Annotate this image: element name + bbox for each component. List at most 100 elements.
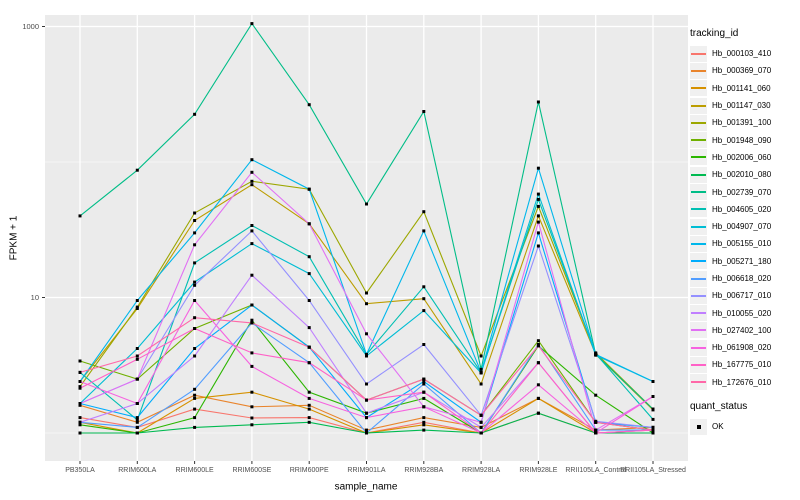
data-point	[365, 352, 368, 356]
x-tick-label-RRII105LA_Stressed: RRII105LA_Stressed	[620, 467, 686, 474]
legend-entry-Hb_002006_060: Hb_002006_060	[690, 149, 798, 166]
legend-key-line	[691, 260, 706, 263]
y-tick-label-1000: 1000	[22, 22, 39, 31]
data-point	[193, 211, 197, 215]
data-point	[78, 385, 82, 389]
legend-label: Hb_004907_070	[712, 222, 772, 232]
legend-entry-quant-ok: OK	[690, 418, 798, 435]
data-point	[479, 431, 483, 435]
data-point	[422, 396, 426, 400]
data-point	[651, 407, 655, 411]
legend-key-icon	[690, 97, 707, 114]
quant-ok-label: OK	[712, 422, 724, 432]
legend-key-icon	[690, 270, 707, 287]
data-point	[479, 413, 483, 417]
data-point	[307, 403, 311, 407]
legend-key-line	[691, 156, 706, 159]
legend-key-icon	[690, 374, 707, 391]
data-point	[536, 214, 540, 218]
data-point	[193, 261, 197, 265]
data-point	[365, 291, 368, 295]
legend-key-icon	[690, 339, 707, 356]
legend-entry-Hb_005271_180: Hb_005271_180	[690, 253, 798, 270]
data-point	[250, 321, 254, 325]
legend-entry-Hb_004907_070: Hb_004907_070	[690, 218, 798, 235]
legend-key-icon	[690, 322, 707, 339]
data-point	[422, 343, 426, 346]
data-point	[307, 416, 311, 420]
data-point	[422, 423, 426, 427]
data-point	[250, 273, 254, 277]
data-point	[135, 305, 139, 309]
data-point	[307, 222, 311, 226]
legend: tracking_id Hb_000103_410 Hb_000369_070 Hb…	[690, 28, 798, 435]
legend-entry-Hb_172676_010: Hb_172676_010	[690, 374, 798, 391]
legend-key-icon	[690, 305, 707, 322]
legend-label: Hb_001391_100	[712, 118, 772, 128]
data-point	[422, 297, 426, 301]
data-point	[479, 367, 483, 371]
data-point	[193, 219, 197, 222]
legend-key-line	[691, 242, 706, 245]
data-point	[365, 411, 368, 415]
legend-entry-Hb_001948_090: Hb_001948_090	[690, 131, 798, 149]
data-point	[307, 187, 311, 191]
data-point	[536, 396, 540, 400]
legend-entry-Hb_001147_030: Hb_001147_030	[690, 97, 798, 114]
legend-label: Hb_006717_010	[712, 291, 772, 301]
data-point	[250, 303, 254, 307]
data-point	[536, 204, 540, 208]
data-point	[193, 316, 197, 320]
data-point	[78, 214, 82, 218]
quant-ok-key	[690, 418, 707, 435]
data-point	[536, 383, 540, 387]
data-point	[307, 345, 311, 349]
x-tick-label-RRIM600SE: RRIM600SE	[232, 467, 271, 474]
data-point	[135, 299, 139, 302]
legend-key-line	[691, 139, 706, 142]
data-point	[193, 354, 197, 358]
data-point	[365, 302, 368, 306]
data-point	[365, 332, 368, 336]
data-point	[651, 428, 655, 432]
legend-entry-Hb_005155_010: Hb_005155_010	[690, 235, 798, 252]
data-point	[594, 428, 598, 432]
x-tick-label-RRIM928LE: RRIM928LE	[519, 467, 557, 474]
x-axis-title: sample_name	[334, 481, 398, 493]
legend-label: Hb_000369_070	[712, 66, 772, 76]
data-point	[307, 396, 311, 400]
legend-key-line	[691, 87, 706, 90]
legend-key-icon	[690, 166, 707, 183]
data-point	[479, 420, 483, 424]
data-point	[536, 220, 540, 224]
legend-key-line	[691, 381, 706, 384]
legend-label: Hb_001948_090	[712, 135, 772, 145]
data-point	[135, 425, 139, 429]
y-axis-title: FPKM + 1	[8, 215, 20, 261]
x-tick-label-RRIM901LA: RRIM901LA	[347, 467, 385, 474]
data-point	[250, 416, 254, 420]
data-point	[365, 354, 368, 358]
data-point	[193, 407, 197, 411]
data-point	[651, 431, 655, 435]
data-point	[78, 402, 82, 405]
data-point	[193, 327, 197, 330]
legend-entry-Hb_002739_070: Hb_002739_070	[690, 183, 798, 201]
legend-key-line	[691, 294, 706, 297]
legend-entry-Hb_010055_020: Hb_010055_020	[690, 304, 798, 322]
data-point	[594, 431, 598, 435]
data-point	[365, 382, 368, 386]
legend-entry-Hb_167775_010: Hb_167775_010	[690, 356, 798, 373]
legend-key-line	[691, 69, 706, 72]
data-point	[78, 423, 82, 427]
data-point	[135, 168, 139, 172]
data-point	[422, 405, 426, 409]
data-point	[536, 344, 540, 348]
legend-key-icon	[690, 201, 707, 218]
data-point	[651, 417, 655, 421]
data-point	[193, 387, 197, 391]
data-point	[135, 431, 139, 435]
legend-key-icon	[690, 287, 707, 304]
data-point	[422, 420, 426, 424]
data-point	[193, 416, 197, 420]
